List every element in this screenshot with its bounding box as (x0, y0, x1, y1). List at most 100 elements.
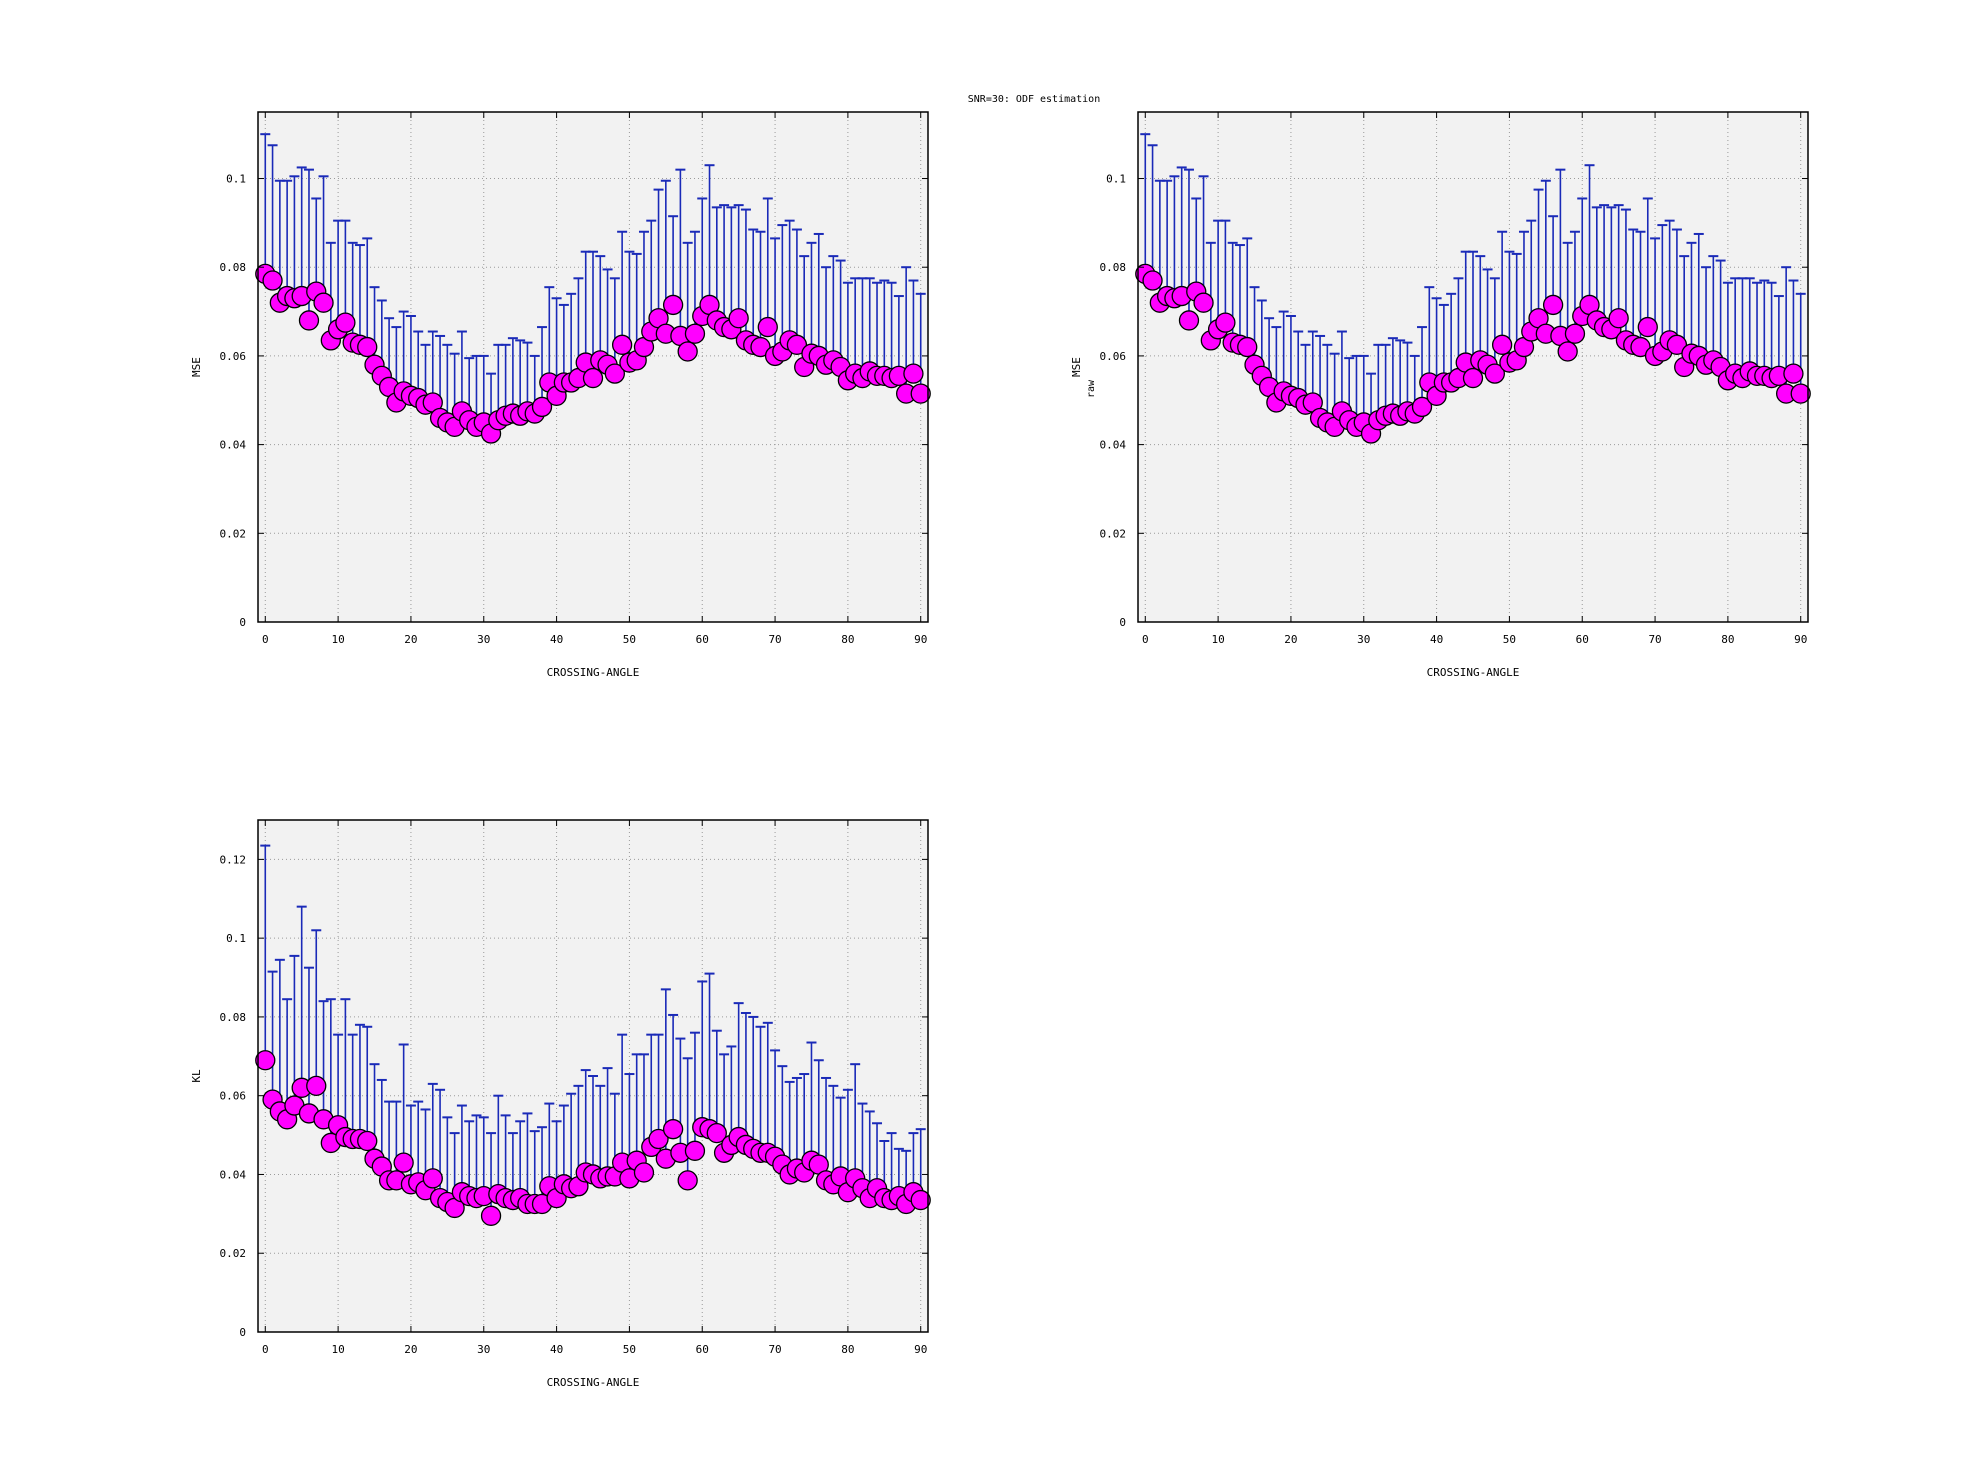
data-point (757, 316, 778, 338)
data-point (910, 1189, 931, 1211)
x-tick-label: 80 (841, 633, 854, 646)
data-point (903, 363, 924, 384)
data-point (357, 336, 378, 358)
data-point (1237, 336, 1258, 358)
y-tick-label: 0.02 (220, 527, 247, 540)
x-tick-label: 20 (404, 1343, 417, 1356)
y-axis-label: MSE (190, 357, 203, 377)
data-point (335, 312, 356, 333)
x-tick-label: 50 (623, 633, 636, 646)
y-tick-label: 0.04 (220, 1168, 247, 1181)
data-point (1666, 334, 1688, 355)
data-point (728, 308, 749, 329)
data-point (1462, 367, 1484, 389)
data-point (1411, 396, 1433, 418)
x-tick-label: 30 (477, 633, 490, 646)
data-point (1783, 363, 1804, 384)
data-point (611, 334, 633, 355)
chart-panel-mse-raw: 0 10 20 30 40 50 60 70 80 90 0 0.02 0.04 0.06 0.08 0.1 C… (1070, 111, 1811, 679)
x-tick-label: 60 (1576, 633, 1589, 646)
y-tick-label: 0.06 (1100, 350, 1127, 363)
data-point (531, 396, 553, 418)
data-point (1637, 316, 1658, 338)
data-point (786, 334, 808, 355)
data-point (633, 1162, 655, 1183)
data-point (357, 1130, 378, 1152)
x-tick-label: 60 (696, 633, 709, 646)
x-tick-label: 70 (768, 633, 781, 646)
data-point (480, 1205, 502, 1226)
x-tick-label: 90 (914, 633, 927, 646)
chart-panel-kl: 0 10 20 30 40 50 60 70 80 90 0 0.02 0.04 0.06 0.08 0.1 0… (190, 819, 931, 1389)
data-point (1484, 363, 1505, 384)
x-tick-label: 60 (696, 1343, 709, 1356)
data-point (684, 1140, 706, 1161)
data-point (393, 1152, 414, 1173)
y-tick-label: 0.12 (220, 853, 247, 866)
data-point (1557, 341, 1578, 362)
data-point (313, 292, 334, 313)
y-axis-label: KL (190, 1069, 203, 1083)
x-tick-label: 30 (477, 1343, 490, 1356)
data-point (306, 1075, 327, 1096)
plot-frame (257, 111, 929, 623)
x-tick-label: 90 (1794, 633, 1807, 646)
y-tick-label: 0.04 (220, 439, 247, 452)
x-tick-label: 40 (550, 633, 563, 646)
plot-frame (1137, 111, 1809, 623)
x-tick-label: 10 (331, 1343, 344, 1356)
x-tick-label: 30 (1357, 633, 1370, 646)
x-tick-label: 20 (1284, 633, 1297, 646)
data-point (1215, 312, 1236, 333)
data-point (910, 383, 931, 404)
x-tick-label: 70 (768, 1343, 781, 1356)
data-point (1564, 323, 1586, 344)
data-point (604, 363, 625, 384)
data-point (1790, 383, 1811, 404)
x-tick-label: 80 (1721, 633, 1734, 646)
data-point (262, 270, 283, 291)
data-point (1542, 294, 1564, 316)
chart-panel-mse: 0 10 20 30 40 50 60 70 80 90 0 0.02 0.04 0.06 0.08 0.1 C… (190, 111, 931, 679)
x-tick-label: 70 (1648, 633, 1661, 646)
y-tick-label: 0 (1119, 616, 1126, 629)
data-point (750, 336, 771, 358)
y-axis-label-subscript: raw (1086, 379, 1097, 398)
x-tick-label: 20 (404, 633, 417, 646)
x-tick-label: 0 (1142, 633, 1149, 646)
x-tick-label: 80 (841, 1343, 854, 1356)
data-point (422, 1168, 443, 1189)
x-tick-label: 0 (262, 1343, 269, 1356)
y-axis-label: MSE (1070, 357, 1083, 377)
y-tick-label: 0.02 (220, 1247, 247, 1260)
data-point (662, 1119, 684, 1140)
data-point (1193, 292, 1214, 313)
data-point (1142, 270, 1163, 291)
y-tick-label: 0.1 (1106, 173, 1126, 186)
data-point (1178, 310, 1200, 331)
data-point (1491, 334, 1513, 355)
data-point (677, 341, 698, 362)
data-point (582, 367, 604, 389)
y-tick-label: 0 (239, 616, 246, 629)
data-point (648, 1128, 669, 1150)
data-point (1630, 336, 1651, 358)
y-tick-label: 0.06 (220, 1090, 247, 1103)
y-tick-label: 0.1 (226, 173, 246, 186)
plot-frame (257, 819, 929, 1333)
y-tick-label: 0.02 (1100, 527, 1127, 540)
data-point (255, 1050, 276, 1071)
x-tick-label: 40 (1430, 633, 1443, 646)
figure-title: SNR=30: ODF estimation (967, 94, 1101, 105)
x-tick-label: 10 (1211, 633, 1224, 646)
x-axis-label: CROSSING-ANGLE (1427, 666, 1520, 679)
x-tick-label: 40 (550, 1343, 563, 1356)
x-tick-label: 10 (331, 633, 344, 646)
y-tick-label: 0.06 (220, 350, 247, 363)
data-point (684, 323, 706, 344)
y-tick-label: 0 (239, 1326, 246, 1339)
x-tick-label: 90 (914, 1343, 927, 1356)
x-axis-label: CROSSING-ANGLE (547, 666, 640, 679)
x-axis-label: CROSSING-ANGLE (547, 1376, 640, 1389)
